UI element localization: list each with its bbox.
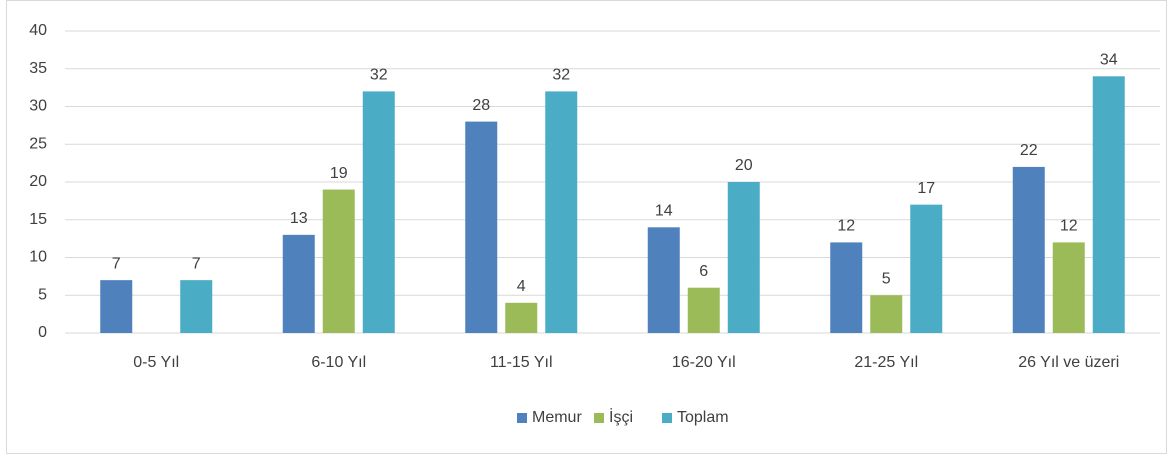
y-tick-label: 40 — [29, 22, 47, 39]
x-tick-label: 0-5 Yıl — [133, 354, 179, 371]
bar — [465, 121, 498, 333]
legend-swatch — [662, 413, 672, 423]
y-tick-label: 5 — [38, 286, 47, 303]
data-label: 12 — [837, 218, 855, 235]
data-label: 7 — [112, 255, 121, 272]
y-tick-label: 25 — [29, 135, 47, 152]
bar — [1052, 242, 1085, 333]
data-label: 13 — [290, 210, 308, 227]
chart-frame — [6, 0, 1167, 454]
bar — [282, 234, 315, 333]
data-label: 4 — [517, 278, 526, 295]
x-tick-label: 26 Yıl ve üzeri — [1018, 354, 1119, 371]
bar — [647, 227, 680, 333]
x-tick-label: 6-10 Yıl — [311, 354, 366, 371]
data-label: 12 — [1060, 218, 1078, 235]
data-label: 32 — [370, 67, 388, 84]
bar — [830, 242, 863, 333]
y-tick-label: 35 — [29, 60, 47, 77]
legend-label: Toplam — [677, 409, 729, 426]
bar — [545, 91, 578, 334]
bar — [727, 182, 760, 333]
data-label: 20 — [735, 157, 753, 174]
data-label: 32 — [552, 67, 570, 84]
bar — [180, 280, 213, 333]
x-tick-label: 21-25 Yıl — [854, 354, 918, 371]
data-label: 5 — [882, 270, 891, 287]
x-tick-label: 16-20 Yıl — [672, 354, 736, 371]
y-tick-label: 30 — [29, 98, 47, 115]
data-label: 6 — [699, 263, 708, 280]
data-label: 19 — [330, 165, 348, 182]
bar — [322, 189, 355, 333]
legend-swatch — [517, 413, 527, 423]
data-label: 28 — [472, 97, 490, 114]
y-tick-label: 15 — [29, 211, 47, 228]
y-tick-label: 0 — [38, 324, 47, 341]
bar — [870, 295, 903, 333]
bar — [100, 280, 133, 333]
y-tick-label: 10 — [29, 249, 47, 266]
data-label: 17 — [917, 180, 935, 197]
data-label: 14 — [655, 203, 673, 220]
x-tick-label: 11-15 Yıl — [490, 354, 553, 371]
bar — [505, 302, 538, 333]
legend-label: Memur — [532, 409, 582, 426]
bar — [1092, 76, 1125, 334]
y-tick-label: 20 — [29, 173, 47, 190]
legend-label: İşçi — [609, 407, 633, 426]
bar — [687, 287, 720, 333]
data-label: 34 — [1100, 52, 1118, 69]
data-label: 7 — [192, 255, 201, 272]
data-label: 22 — [1020, 142, 1038, 159]
bar — [910, 204, 943, 333]
bar — [1012, 166, 1045, 333]
legend-swatch — [594, 413, 604, 423]
bar — [362, 91, 395, 334]
